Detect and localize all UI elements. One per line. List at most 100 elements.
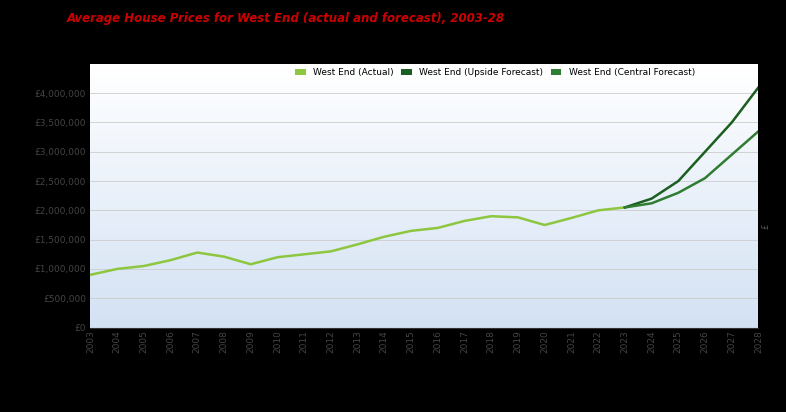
Text: £: £: [762, 224, 771, 229]
Bar: [90, 276, 758, 277]
Bar: [90, 139, 758, 140]
Bar: [90, 296, 758, 297]
Bar: [90, 234, 758, 235]
Bar: [90, 75, 758, 76]
Bar: [90, 130, 758, 131]
Bar: [90, 281, 758, 283]
Bar: [90, 264, 758, 266]
Bar: [90, 196, 758, 197]
Bar: [90, 180, 758, 181]
Bar: [90, 295, 758, 296]
Bar: [90, 89, 758, 90]
Bar: [90, 309, 758, 310]
Bar: [90, 156, 758, 157]
Bar: [90, 288, 758, 289]
Bar: [90, 134, 758, 135]
Bar: [90, 238, 758, 239]
Bar: [90, 200, 758, 201]
Bar: [90, 132, 758, 134]
Legend: West End (Actual), West End (Upside Forecast), West End (Central Forecast): West End (Actual), West End (Upside Fore…: [296, 68, 695, 77]
Bar: [90, 175, 758, 176]
Bar: [90, 143, 758, 144]
Bar: [90, 148, 758, 150]
Bar: [90, 258, 758, 259]
Bar: [90, 194, 758, 196]
Bar: [90, 69, 758, 70]
Bar: [90, 66, 758, 68]
Bar: [90, 114, 758, 115]
Bar: [90, 246, 758, 247]
Bar: [90, 299, 758, 300]
Bar: [90, 88, 758, 89]
Bar: [90, 78, 758, 80]
Bar: [90, 313, 758, 314]
Bar: [90, 218, 758, 220]
Bar: [90, 248, 758, 250]
Bar: [90, 147, 758, 148]
Bar: [90, 198, 758, 200]
Bar: [90, 308, 758, 309]
Bar: [90, 283, 758, 284]
Bar: [90, 211, 758, 213]
Bar: [90, 76, 758, 77]
Bar: [90, 126, 758, 127]
Bar: [90, 305, 758, 307]
Bar: [90, 155, 758, 156]
Bar: [90, 177, 758, 178]
Bar: [90, 255, 758, 256]
Bar: [90, 227, 758, 229]
Bar: [90, 317, 758, 318]
Bar: [90, 140, 758, 142]
Bar: [90, 151, 758, 152]
Bar: [90, 231, 758, 233]
Bar: [90, 168, 758, 169]
Bar: [90, 131, 758, 132]
Bar: [90, 105, 758, 106]
Bar: [90, 275, 758, 276]
Bar: [90, 111, 758, 112]
Bar: [90, 154, 758, 155]
Bar: [90, 321, 758, 322]
Bar: [90, 236, 758, 238]
Bar: [90, 183, 758, 184]
Bar: [90, 123, 758, 124]
Bar: [90, 254, 758, 255]
Bar: [90, 117, 758, 118]
Bar: [90, 86, 758, 88]
Bar: [90, 289, 758, 290]
Bar: [90, 244, 758, 246]
Bar: [90, 230, 758, 231]
Bar: [90, 160, 758, 162]
Bar: [90, 307, 758, 308]
Bar: [90, 233, 758, 234]
Bar: [90, 97, 758, 98]
Bar: [90, 206, 758, 208]
Bar: [90, 280, 758, 281]
Bar: [90, 99, 758, 101]
Bar: [90, 215, 758, 217]
Bar: [90, 250, 758, 251]
Bar: [90, 271, 758, 272]
Bar: [90, 193, 758, 194]
Bar: [90, 225, 758, 226]
Bar: [90, 210, 758, 211]
Bar: [90, 127, 758, 129]
Bar: [90, 192, 758, 193]
Bar: [90, 286, 758, 287]
Bar: [90, 121, 758, 122]
Bar: [90, 181, 758, 183]
Bar: [90, 188, 758, 189]
Bar: [90, 269, 758, 271]
Bar: [90, 229, 758, 230]
Bar: [90, 223, 758, 225]
Bar: [90, 242, 758, 243]
Bar: [90, 314, 758, 316]
Bar: [90, 260, 758, 262]
Bar: [90, 129, 758, 130]
Bar: [90, 292, 758, 293]
Bar: [90, 310, 758, 312]
Bar: [90, 214, 758, 215]
Bar: [90, 205, 758, 206]
Bar: [90, 94, 758, 96]
Bar: [90, 322, 758, 323]
